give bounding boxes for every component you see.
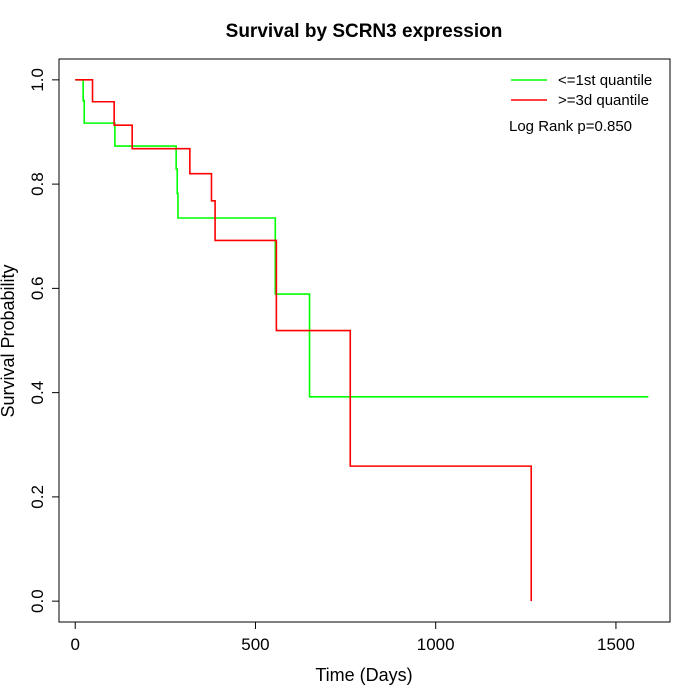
x-tick-label: 1500 bbox=[597, 635, 635, 654]
survival-curve-series-2 bbox=[75, 79, 533, 602]
survival-curve-series-1 bbox=[75, 79, 649, 398]
x-tick-label: 0 bbox=[70, 635, 79, 654]
legend-label: <=1st quantile bbox=[558, 72, 652, 89]
y-tick-label: 0.6 bbox=[28, 277, 47, 301]
y-axis-title: Survival Probability bbox=[0, 264, 18, 417]
x-tick-label: 1000 bbox=[417, 635, 455, 654]
plot-frame bbox=[58, 58, 671, 623]
log-rank-annotation: Log Rank p=0.850 bbox=[509, 118, 632, 135]
legend-label: >=3d quantile bbox=[558, 92, 649, 109]
y-tick-label: 0.2 bbox=[28, 485, 47, 509]
y-tick-label: 0.0 bbox=[28, 589, 47, 613]
x-axis: 0 500 1000 1500 bbox=[70, 622, 635, 654]
y-tick-label: 0.8 bbox=[28, 172, 47, 196]
y-tick-label: 1.0 bbox=[28, 68, 47, 92]
y-axis: 0.0 0.2 0.4 0.6 0.8 1.0 bbox=[28, 68, 59, 613]
chart-title: Survival by SCRN3 expression bbox=[226, 21, 503, 42]
x-axis-title: Time (Days) bbox=[315, 665, 412, 685]
x-tick-label: 500 bbox=[241, 635, 269, 654]
y-tick-label: 0.4 bbox=[28, 381, 47, 405]
legend: <=1st quantile >=3d quantile bbox=[511, 72, 652, 109]
series-layer bbox=[75, 79, 649, 602]
